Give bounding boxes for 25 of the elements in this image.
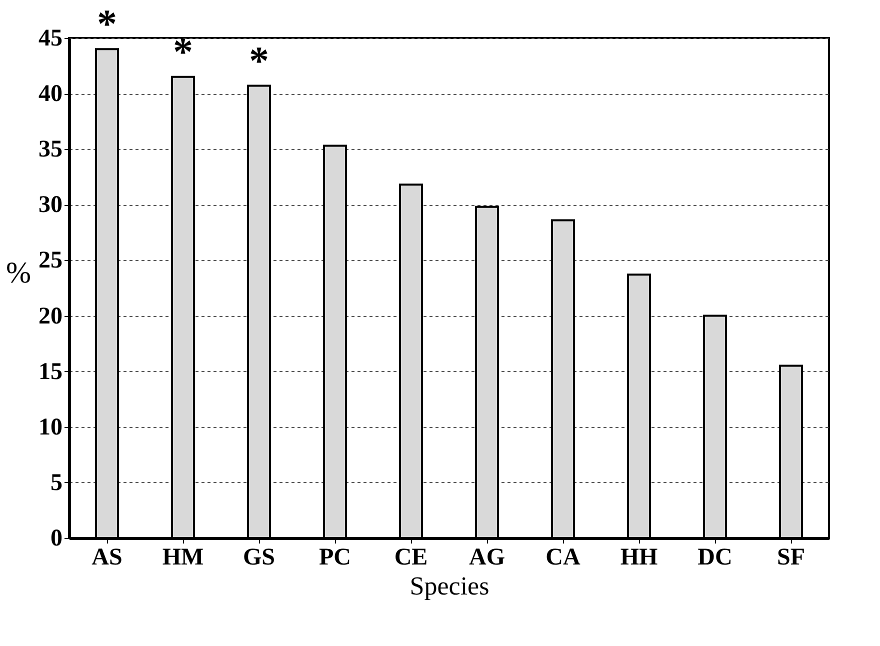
x-tick-label: HH [620,544,658,570]
y-tick-label: 40 [38,81,62,108]
x-tick-label: HM [162,544,204,570]
y-tick-label: 20 [38,303,62,330]
x-tick-label: SF [776,544,806,570]
y-tick-label: 45 [38,26,62,52]
y-tick-label: 15 [38,358,62,385]
x-tick-label: CE [394,544,428,570]
x-tick-label: DC [698,544,732,570]
x-tick-label: CA [546,544,581,570]
x-tick-label: PC [319,544,351,570]
y-tick-label: 30 [38,192,62,218]
annotation: * [249,38,269,83]
x-axis-title: Species [410,572,490,600]
annotation: * [173,28,193,74]
x-tick-label: AG [469,544,506,570]
x-tick-label: AS [92,544,122,570]
annotation: * [97,1,117,46]
x-tick-label: GS [242,544,276,570]
y-tick-label: 0 [50,526,62,552]
y-tick-label: 10 [38,414,62,440]
y-axis-title: % [6,256,31,290]
y-tick-label: 35 [38,136,62,163]
y-tick-label: 25 [38,248,62,274]
y-tick-label: 5 [50,470,62,496]
